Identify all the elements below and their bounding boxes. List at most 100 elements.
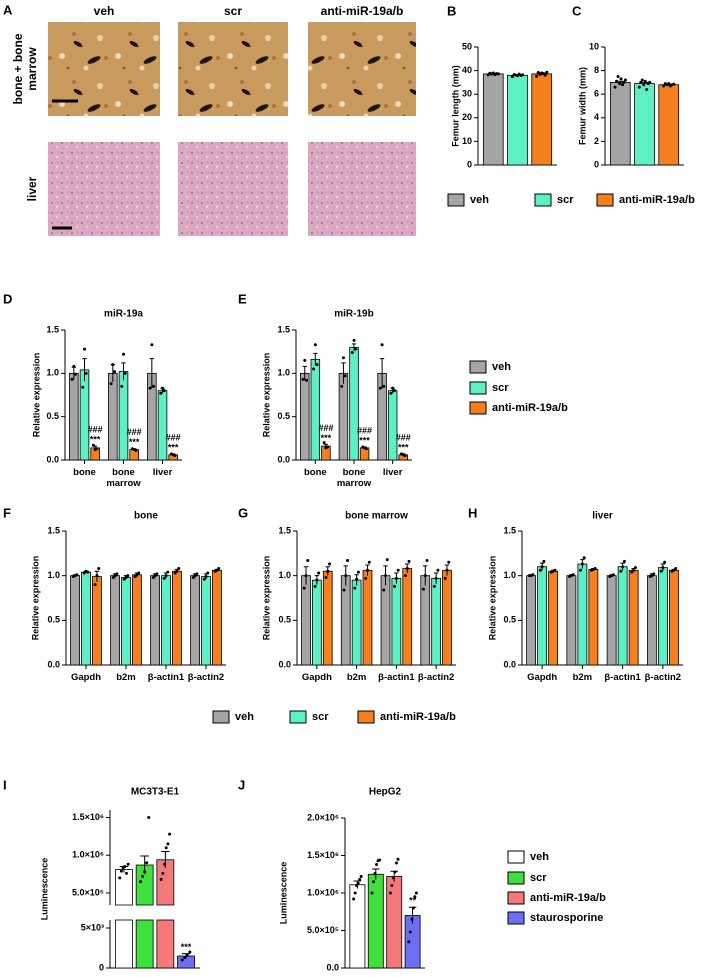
x-tick-label: bone marrow [336, 468, 372, 489]
data-point [322, 441, 326, 445]
x-tick-label-box: β-actin2 [417, 673, 455, 683]
chart-title: miR-19b [334, 309, 373, 320]
data-point [120, 384, 124, 388]
bar [359, 447, 370, 461]
data-point [350, 351, 354, 355]
bar [201, 576, 211, 666]
bar [135, 919, 154, 969]
data-point [538, 568, 542, 572]
data-point [580, 562, 584, 566]
chart-title: bone [134, 511, 158, 522]
legend-swatch [212, 710, 230, 724]
data-point [81, 385, 85, 389]
data-point [134, 448, 138, 452]
liver-image [308, 142, 416, 236]
y-tick-label: 0.0 [47, 659, 60, 669]
data-point [571, 573, 575, 577]
y-tick-label: 1.5×10⁶ [72, 812, 104, 822]
data-point [411, 906, 415, 910]
data-point [365, 568, 369, 572]
data-point [355, 577, 359, 581]
data-point [364, 576, 368, 580]
data-point [637, 85, 641, 89]
data-point [95, 447, 99, 451]
panel-letter: E [238, 291, 247, 306]
bar [301, 575, 311, 666]
y-tick-label: 2 [594, 136, 599, 146]
x-tick-label-box: bone [304, 468, 327, 478]
data-point [633, 566, 637, 570]
x-tick-label-box: β-actin1 [378, 673, 414, 683]
bar [110, 575, 120, 666]
y-tick-label: 10 [462, 136, 472, 146]
data-point [326, 569, 330, 573]
y-tick-label: 0.5 [503, 615, 516, 625]
data-point [359, 875, 363, 878]
y-tick-label: 0.5 [47, 615, 60, 625]
legend-label: scr [312, 711, 329, 723]
data-point [343, 374, 347, 378]
bar [156, 919, 175, 969]
chart-title: HepG2 [369, 787, 402, 798]
significance: ### [396, 432, 411, 442]
x-tick-label: β-actin2 [417, 673, 455, 683]
legend-label: anti-miR-19a/b [530, 892, 606, 904]
bar [526, 575, 537, 666]
legend-swatch [596, 193, 614, 207]
significance: *** [359, 435, 370, 445]
data-point [645, 87, 649, 91]
data-point [202, 577, 206, 581]
legend-label: scr [557, 194, 574, 206]
data-point [356, 570, 360, 574]
data-point [445, 568, 449, 572]
bar [79, 369, 90, 461]
x-tick-label-box: Gapdh [527, 673, 558, 683]
data-point [408, 930, 412, 934]
significance: ### [88, 425, 103, 435]
y-tick-label: 1.0×10⁶ [72, 850, 104, 860]
x-tick-label-box: β-actin2 [645, 673, 681, 683]
data-point [358, 878, 362, 881]
data-point [75, 573, 79, 577]
y-tick-label: 30 [462, 89, 472, 99]
data-point [582, 556, 586, 560]
bar [349, 884, 366, 969]
y-tick-label: 0.0 [277, 454, 290, 464]
data-point [95, 574, 99, 578]
data-point [667, 82, 671, 86]
x-tick-label: Gapdh [527, 673, 558, 683]
y-tick-label: 2.0×10⁶ [307, 812, 339, 822]
bone-image [178, 22, 288, 116]
column-heading: veh [94, 4, 115, 18]
data-point [313, 343, 317, 347]
x-tick-label: β-actin1 [147, 673, 185, 683]
data-point [344, 574, 348, 578]
y-tick-label: 0.0 [503, 659, 516, 669]
data-point [643, 79, 647, 83]
x-tick-label-box: bone marrow [106, 468, 140, 489]
data-point [180, 958, 184, 962]
data-point [152, 384, 156, 388]
y-tick-label: 20 [462, 112, 472, 122]
data-point [543, 73, 547, 77]
data-point [615, 79, 619, 83]
y-tick-label: 1.0 [277, 368, 290, 378]
panel-letter: H [468, 505, 477, 520]
significance: *** [181, 942, 192, 952]
legend-label: veh [235, 711, 254, 723]
data-point [640, 78, 644, 82]
bar [507, 74, 528, 166]
panel-letter: F [3, 505, 11, 520]
legend-swatch [507, 850, 525, 864]
bar [566, 575, 577, 666]
x-tick-label: liver [152, 468, 173, 478]
data-point [301, 377, 305, 381]
bar [81, 571, 91, 666]
data-point [354, 347, 358, 351]
y-tick-label: 4 [594, 112, 599, 122]
data-point [621, 83, 625, 87]
data-point [375, 863, 379, 866]
data-point [139, 880, 143, 884]
panel-letter: B [447, 3, 456, 18]
data-point [373, 872, 377, 875]
